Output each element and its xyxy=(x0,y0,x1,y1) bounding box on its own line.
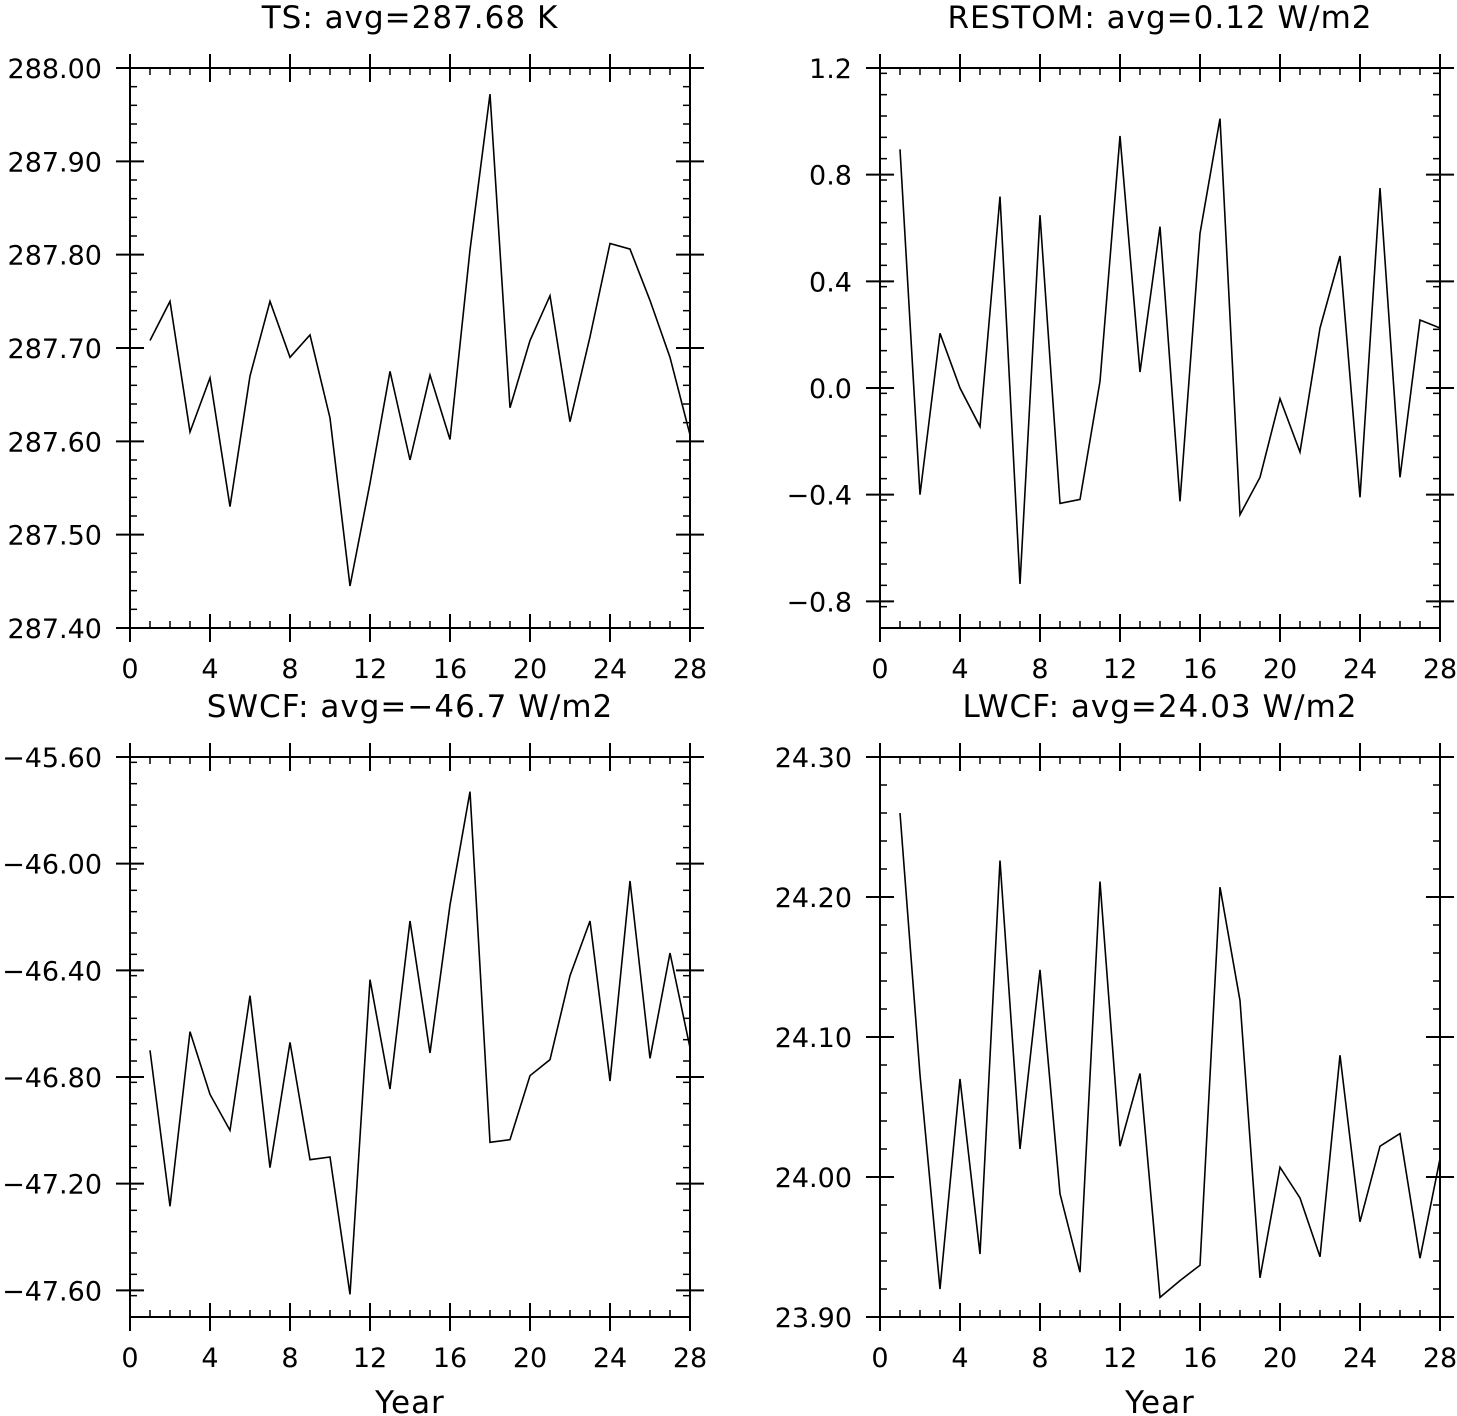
swcf-x-tick-label: 28 xyxy=(673,1343,707,1374)
lwcf-plot-frame xyxy=(879,756,1441,1318)
ts-y-tick-label: 287.60 xyxy=(8,427,102,458)
swcf-y-tick-label: −46.40 xyxy=(2,956,102,987)
swcf-x-tick-label: 0 xyxy=(121,1343,138,1374)
restom-x-tick-label: 8 xyxy=(1031,654,1048,685)
ts-x-tick-label: 24 xyxy=(593,654,627,685)
restom-y-tick-label: −0.4 xyxy=(786,481,852,512)
swcf-y-tick-label: −47.20 xyxy=(2,1170,102,1201)
restom-x-tick-label: 16 xyxy=(1183,654,1217,685)
ts-y-tick-label: 287.70 xyxy=(8,334,102,365)
panel-restom: RESTOM: avg=0.12 W/m2 0 4 8 12 16 20 24 28 −0.8 −0… xyxy=(786,0,1457,685)
ts-title: TS: avg=287.68 K xyxy=(261,0,559,36)
swcf-x-tick-label: 4 xyxy=(201,1343,218,1374)
swcf-title: SWCF: avg=−46.7 W/m2 xyxy=(207,689,614,725)
ts-y-tick-label: 287.80 xyxy=(8,241,102,272)
ts-y-tick-label: 287.50 xyxy=(8,521,102,552)
ts-x-tick-label: 28 xyxy=(673,654,707,685)
restom-x-tick-label: 28 xyxy=(1423,654,1457,685)
restom-x-tick-label: 24 xyxy=(1343,654,1377,685)
restom-title: RESTOM: avg=0.12 W/m2 xyxy=(947,0,1372,36)
lwcf-y-tick-label: 24.20 xyxy=(775,883,852,914)
lwcf-x-tick-label: 8 xyxy=(1031,1343,1048,1374)
swcf-y-tick-label: −47.60 xyxy=(2,1276,102,1307)
restom-y-tick-label: 0.4 xyxy=(809,267,852,298)
restom-y-tick-label: −0.8 xyxy=(786,587,852,618)
lwcf-x-tick-label: 16 xyxy=(1183,1343,1217,1374)
swcf-y-tick-label: −45.60 xyxy=(2,743,102,774)
swcf-x-axis-label: Year xyxy=(374,1385,445,1416)
ts-x-tick-label: 8 xyxy=(281,654,298,685)
restom-y-tick-label: 1.2 xyxy=(809,54,852,85)
swcf-plot-frame xyxy=(129,756,691,1318)
lwcf-series-line xyxy=(899,812,1441,1299)
ts-y-tick-label: 288.00 xyxy=(8,54,102,85)
ts-x-tick-label: 16 xyxy=(433,654,467,685)
restom-plot-frame xyxy=(879,67,1441,629)
restom-y-tick-label: 0.0 xyxy=(809,374,852,405)
ts-x-tick-label: 12 xyxy=(353,654,387,685)
lwcf-y-tick-label: 24.00 xyxy=(775,1163,852,1194)
lwcf-y-tick-label: 24.30 xyxy=(775,743,852,774)
swcf-y-tick-label: −46.00 xyxy=(2,850,102,881)
swcf-x-tick-label: 12 xyxy=(353,1343,387,1374)
lwcf-x-axis-label: Year xyxy=(1124,1385,1195,1416)
ts-y-tick-label: 287.90 xyxy=(8,147,102,178)
lwcf-title: LWCF: avg=24.03 W/m2 xyxy=(962,689,1357,725)
restom-x-tick-label: 4 xyxy=(951,654,968,685)
swcf-series-line xyxy=(149,791,691,1295)
panel-ts: TS: avg=287.68 K 0 4 8 12 16 20 24 28 287.40 287.5… xyxy=(8,0,708,685)
lwcf-x-tick-label: 20 xyxy=(1263,1343,1297,1374)
lwcf-y-tick-label: 23.90 xyxy=(775,1303,852,1334)
restom-x-tick-label: 20 xyxy=(1263,654,1297,685)
ts-y-tick-label: 287.40 xyxy=(8,614,102,645)
lwcf-x-tick-label: 12 xyxy=(1103,1343,1137,1374)
ts-x-tick-label: 20 xyxy=(513,654,547,685)
swcf-x-tick-label: 8 xyxy=(281,1343,298,1374)
panel-lwcf: LWCF: avg=24.03 W/m2 0 4 8 12 16 20 24 28 23.90 24… xyxy=(775,689,1457,1416)
restom-y-tick-label: 0.8 xyxy=(809,161,852,192)
panel-swcf: SWCF: avg=−46.7 W/m2 0 4 8 12 16 20 24 28 −47.60 −… xyxy=(2,689,707,1416)
lwcf-x-tick-label: 28 xyxy=(1423,1343,1457,1374)
lwcf-x-tick-label: 0 xyxy=(871,1343,888,1374)
swcf-x-tick-label: 24 xyxy=(593,1343,627,1374)
swcf-x-tick-label: 20 xyxy=(513,1343,547,1374)
lwcf-x-tick-label: 4 xyxy=(951,1343,968,1374)
ts-series-line xyxy=(149,94,691,587)
swcf-x-tick-label: 16 xyxy=(433,1343,467,1374)
ts-x-tick-label: 0 xyxy=(121,654,138,685)
lwcf-y-tick-label: 24.10 xyxy=(775,1023,852,1054)
restom-series-line xyxy=(899,118,1441,585)
ts-plot-frame xyxy=(129,67,691,629)
restom-x-tick-label: 12 xyxy=(1103,654,1137,685)
restom-x-tick-label: 0 xyxy=(871,654,888,685)
lwcf-x-tick-label: 24 xyxy=(1343,1343,1377,1374)
ts-x-tick-label: 4 xyxy=(201,654,218,685)
swcf-y-tick-label: −46.80 xyxy=(2,1063,102,1094)
